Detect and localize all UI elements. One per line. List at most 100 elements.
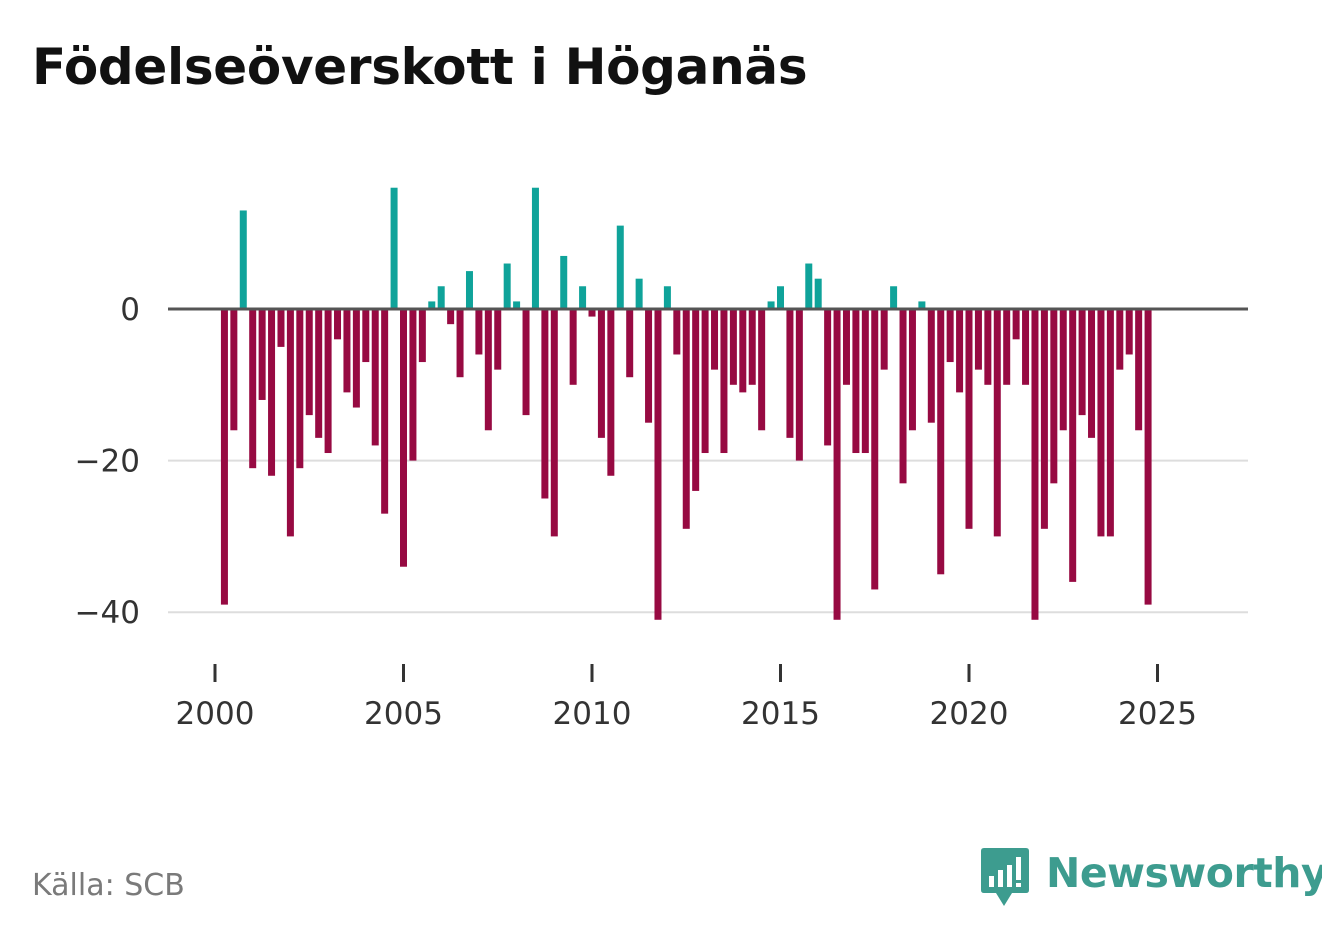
bar — [748, 309, 756, 385]
bar — [484, 309, 492, 431]
bar — [833, 309, 841, 620]
y-tick-label: −20 — [75, 444, 140, 480]
bar — [607, 309, 615, 476]
bar — [352, 309, 360, 408]
bar — [645, 309, 653, 423]
bar — [1040, 309, 1048, 529]
bar — [626, 309, 634, 378]
newsworthy-logo[interactable]: Newsworthy — [980, 846, 1322, 912]
bar — [984, 309, 992, 385]
bar — [663, 286, 671, 309]
bar — [682, 309, 690, 529]
bar — [268, 309, 276, 476]
bar — [965, 309, 973, 529]
bar — [852, 309, 860, 454]
x-tick-label: 2020 — [930, 696, 1009, 732]
bar — [531, 187, 539, 309]
bar — [550, 309, 558, 537]
bar — [993, 309, 1001, 537]
bar — [861, 309, 869, 454]
bar — [842, 309, 850, 385]
bar — [824, 309, 832, 446]
bar — [541, 309, 549, 499]
x-tick-label: 2010 — [553, 696, 632, 732]
y-tick-label: 0 — [120, 292, 140, 328]
bar — [890, 286, 898, 309]
bar — [456, 309, 464, 378]
bar — [409, 309, 417, 461]
bar — [286, 309, 294, 537]
bar — [1022, 309, 1030, 385]
x-tick-label: 2015 — [741, 696, 820, 732]
bar — [569, 309, 577, 385]
bar — [654, 309, 662, 620]
bar — [899, 309, 907, 484]
bar — [296, 309, 304, 469]
bar — [503, 263, 511, 309]
bar — [758, 309, 766, 431]
bar — [343, 309, 351, 393]
bar — [1003, 309, 1011, 385]
bar — [946, 309, 954, 363]
bar — [1106, 309, 1114, 537]
bar — [390, 187, 398, 309]
bar — [239, 210, 247, 309]
bar — [767, 301, 775, 309]
bar — [277, 309, 285, 347]
source-label: Källa: SCB — [32, 868, 185, 903]
gridlines — [168, 459, 1248, 614]
bar — [1088, 309, 1096, 438]
bar — [616, 225, 624, 309]
bar — [1116, 309, 1124, 370]
bar — [334, 309, 342, 340]
brand-name: Newsworthy — [1046, 849, 1322, 897]
bar — [720, 309, 728, 454]
bar — [908, 309, 916, 431]
bar — [305, 309, 313, 416]
bar — [465, 271, 473, 309]
bar — [230, 309, 238, 431]
bar — [711, 309, 719, 370]
bar — [447, 309, 455, 325]
bar — [927, 309, 935, 423]
bar — [701, 309, 709, 454]
bar — [400, 309, 407, 567]
bar — [918, 301, 926, 309]
bar — [739, 309, 747, 393]
bar — [1012, 309, 1020, 340]
bar — [560, 255, 568, 309]
chart-title: Födelseöverskott i Höganäs — [32, 38, 808, 96]
bar — [437, 286, 445, 309]
bar — [1069, 309, 1077, 582]
newsworthy-icon — [981, 848, 1029, 906]
bar — [249, 309, 257, 469]
bars — [220, 187, 1152, 620]
bar — [428, 301, 436, 309]
bar — [324, 309, 332, 454]
bar — [362, 309, 370, 363]
bar — [956, 309, 964, 393]
bar — [258, 309, 266, 400]
bar — [635, 278, 643, 309]
x-axis: 2000 2005 2010 2015 2020 2025 — [176, 664, 1197, 732]
bar — [1078, 309, 1086, 416]
bar — [513, 301, 521, 309]
bar — [777, 286, 784, 309]
bar — [381, 309, 389, 514]
bar — [588, 309, 596, 317]
bar — [871, 309, 879, 590]
bar — [315, 309, 323, 438]
x-tick-label: 2025 — [1118, 696, 1197, 732]
x-tick-label: 2005 — [364, 696, 443, 732]
bar — [786, 309, 794, 438]
x-tick-label: 2000 — [176, 696, 255, 732]
bar — [1050, 309, 1058, 484]
bar — [220, 309, 228, 605]
y-axis: 0 −20 −40 — [75, 292, 140, 631]
bar — [805, 263, 813, 309]
bar — [1125, 309, 1133, 355]
bar — [974, 309, 982, 370]
y-tick-label: −40 — [75, 595, 140, 631]
bar — [371, 309, 379, 446]
